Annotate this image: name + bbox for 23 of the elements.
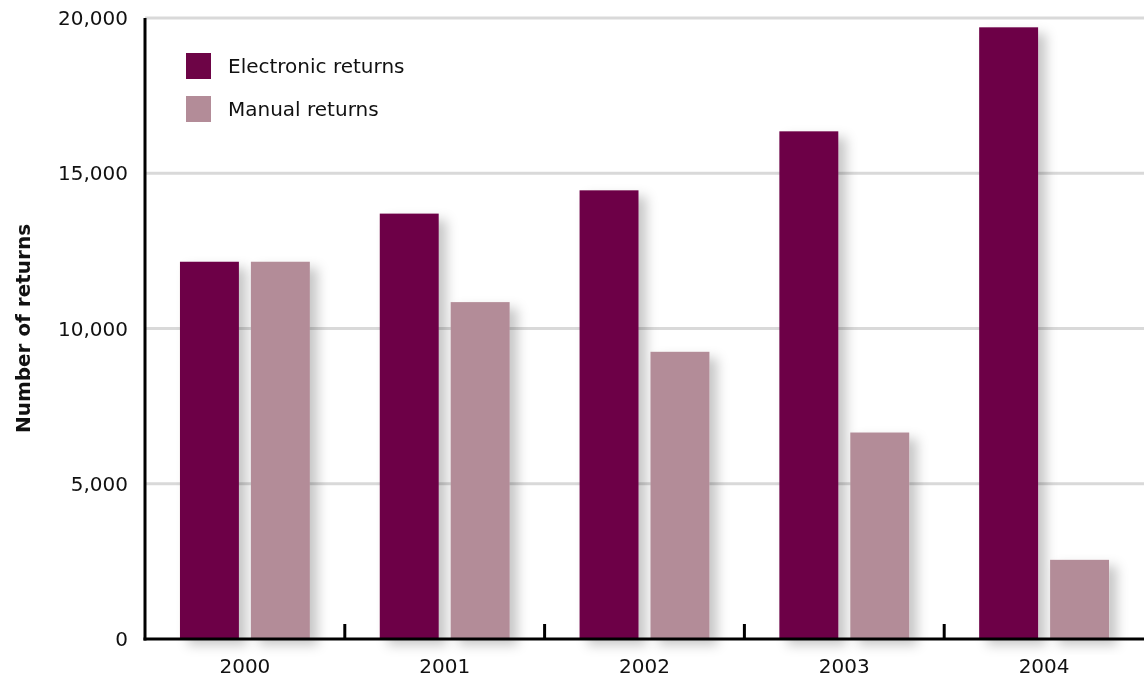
bar xyxy=(850,432,910,639)
x-tick-label: 2000 xyxy=(219,654,271,678)
y-tick-label: 15,000 xyxy=(58,161,128,186)
bar xyxy=(1050,559,1110,639)
bar xyxy=(379,213,439,639)
bar xyxy=(450,302,510,639)
bar xyxy=(979,27,1039,639)
bar xyxy=(779,131,839,639)
x-tick-label: 2001 xyxy=(419,654,471,678)
legend-label: Manual returns xyxy=(228,97,379,121)
x-tick-label: 2002 xyxy=(619,654,670,678)
bar xyxy=(250,261,310,639)
bar xyxy=(650,351,710,639)
y-tick-label: 0 xyxy=(115,627,128,651)
y-tick-label: 10,000 xyxy=(58,316,128,341)
bar xyxy=(579,190,639,639)
x-tick-label: 2003 xyxy=(818,654,870,678)
x-tick-label: 2004 xyxy=(1018,654,1070,678)
y-tick-label: 5,000 xyxy=(70,471,128,496)
legend-label: Electronic returns xyxy=(228,54,405,78)
y-tick-label: 20,000 xyxy=(58,6,128,30)
bar xyxy=(179,261,239,639)
y-axis-title: Number of returns xyxy=(11,223,35,434)
